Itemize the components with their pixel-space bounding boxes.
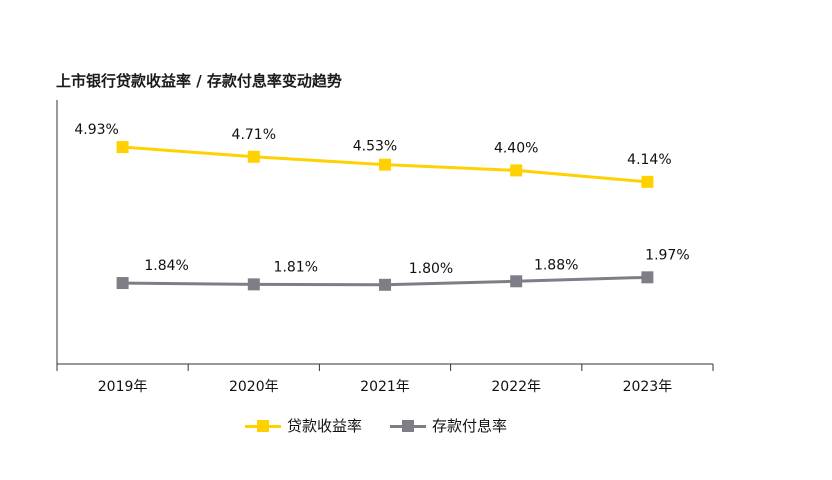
x-tick-label: 2023年 — [623, 379, 673, 395]
series-marker — [510, 164, 523, 177]
series-markers — [116, 141, 654, 291]
data-label: 4.14% — [627, 152, 671, 168]
x-tick-label: 2022年 — [491, 379, 541, 395]
series-marker — [379, 278, 391, 291]
data-label: 1.80% — [409, 261, 453, 277]
series-marker — [247, 150, 260, 163]
data-label: 4.53% — [353, 139, 397, 155]
chart-title: 上市银行贷款收益率 / 存款付息率变动趋势 — [56, 72, 342, 90]
x-tick-labels: 2019年 2020年 2021年 2022年 2023年 — [98, 379, 672, 395]
data-label: 4.93% — [74, 122, 118, 138]
axes — [56, 100, 714, 371]
data-label: 1.84% — [144, 258, 188, 274]
legend-item-loan-yield: 贷款收益率 — [245, 415, 362, 436]
legend: 贷款收益率 存款付息率 — [245, 415, 507, 436]
legend-swatch-deposit-cost — [390, 419, 427, 432]
data-label: 1.81% — [274, 259, 318, 275]
x-tick-label: 2021年 — [360, 379, 410, 395]
x-tick-label: 2020年 — [229, 379, 279, 395]
series-marker — [641, 175, 654, 188]
series-marker — [116, 141, 129, 154]
data-label: 1.88% — [534, 257, 578, 273]
legend-label-loan-yield: 贷款收益率 — [287, 417, 363, 435]
data-label: 4.40% — [494, 140, 538, 156]
data-label: 1.97% — [645, 247, 689, 263]
series-marker — [641, 271, 654, 284]
data-label: 4.71% — [232, 127, 276, 143]
series-marker — [379, 158, 391, 171]
legend-label-deposit-cost: 存款付息率 — [432, 417, 508, 435]
x-tick-label: 2019年 — [98, 379, 148, 395]
data-labels: 4.93% 4.71% 4.53% 4.40% 4.14% 1.84% 1.81% 1.80%… — [74, 122, 689, 277]
series-marker — [116, 277, 129, 290]
series-marker — [247, 278, 260, 291]
legend-item-deposit-cost: 存款付息率 — [390, 415, 507, 436]
series-marker — [510, 275, 523, 288]
legend-swatch-loan-yield — [245, 419, 281, 432]
